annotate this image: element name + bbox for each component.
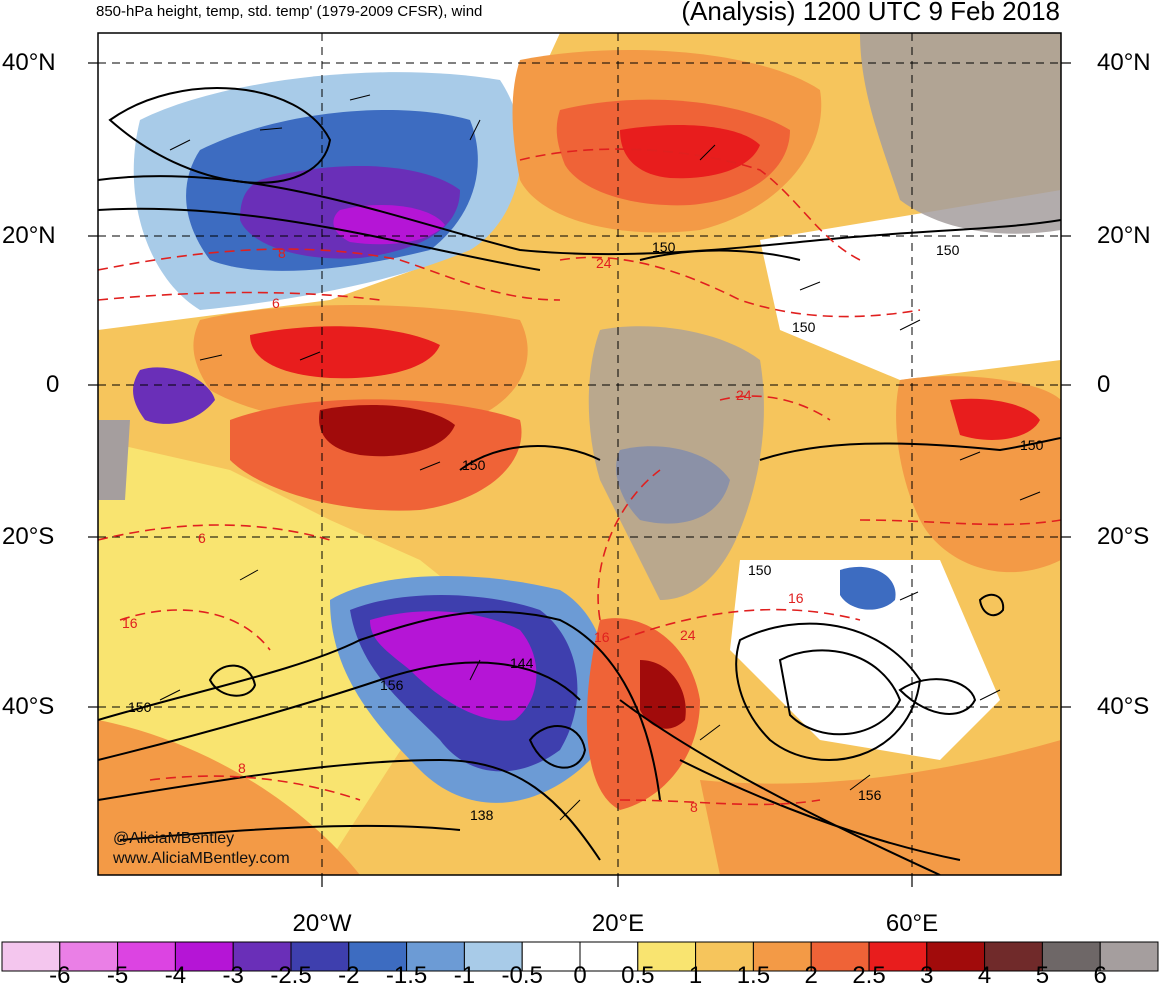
colorbar-label: -1 bbox=[453, 962, 476, 989]
colorbar-label: 0 bbox=[573, 962, 587, 989]
height-label: 156 bbox=[380, 677, 404, 693]
credit-website: www.AliciaMBentley.com bbox=[113, 850, 290, 867]
tropical-atlantic-warm-north-core bbox=[250, 326, 440, 379]
colorbar-swatch bbox=[810, 941, 870, 972]
colorbar-swatch bbox=[117, 941, 176, 972]
africa-land bbox=[588, 326, 764, 600]
lat-label-right: 40°N bbox=[1097, 49, 1151, 76]
southwest-indian-cold bbox=[840, 566, 896, 610]
colorbar-swatch bbox=[984, 941, 1043, 972]
colorbar-label: 1 bbox=[688, 962, 703, 989]
south-africa-warm-core bbox=[640, 660, 686, 729]
colorbar-swatch bbox=[174, 941, 234, 972]
southeast-warm bbox=[700, 740, 1061, 875]
height-label: 138 bbox=[470, 807, 494, 823]
arabian-sea-neutral bbox=[760, 190, 1061, 380]
temp-label: 8 bbox=[278, 245, 286, 261]
height-label: 156 bbox=[858, 787, 882, 803]
colorbar-label: 2 bbox=[804, 962, 818, 989]
graticule bbox=[98, 33, 1061, 875]
colorbar-label: 1.5 bbox=[736, 962, 771, 989]
height-contours bbox=[98, 87, 1061, 875]
lat-label-left: 0 bbox=[46, 371, 60, 398]
colorbar-label: -6 bbox=[49, 962, 71, 989]
temp-label: 8 bbox=[690, 799, 698, 815]
colorbar bbox=[1, 941, 1159, 972]
south-atlantic-cold-core bbox=[370, 611, 537, 721]
lon-label: 60°E bbox=[885, 910, 939, 937]
lat-label-right: 20°N bbox=[1097, 222, 1151, 249]
temp-label: 24 bbox=[596, 255, 612, 271]
lat-label-right: 40°S bbox=[1097, 693, 1150, 720]
colorbar-label: 2.5 bbox=[852, 962, 886, 989]
valid-time-title: (Analysis) 1200 UTC 9 Feb 2018 bbox=[681, 0, 1060, 26]
temp-label: 16 bbox=[122, 615, 138, 631]
colorbar-label: -3 bbox=[222, 962, 244, 989]
colorbar-label: -1.5 bbox=[385, 962, 428, 989]
colorbar-swatch bbox=[1, 941, 61, 972]
asia-land bbox=[860, 33, 1061, 234]
colorbar-label: -5 bbox=[106, 962, 129, 989]
height-label: 144 bbox=[510, 655, 534, 671]
product-title: 850-hPa height, temp, std. temp' (1979-2… bbox=[96, 3, 483, 20]
colorbar-label: -0.5 bbox=[501, 962, 543, 989]
height-label: 150 bbox=[1020, 437, 1044, 453]
temp-label: 16 bbox=[788, 590, 804, 606]
colorbar-label: -4 bbox=[164, 962, 187, 989]
lon-label: 20°W bbox=[292, 910, 352, 937]
tropical-atlantic-warm-south-core bbox=[319, 405, 455, 457]
map-frame bbox=[97, 32, 1062, 876]
south-america-land bbox=[98, 420, 130, 500]
height-label: 150 bbox=[936, 242, 960, 258]
colorbar-swatch bbox=[1041, 941, 1101, 972]
indian-ocean-warm-core bbox=[950, 398, 1040, 440]
colorbar-label: 0.5 bbox=[621, 962, 655, 989]
colorbar-swatch bbox=[695, 941, 754, 972]
temp-label: 8 bbox=[238, 760, 246, 776]
lat-label-right: 20°S bbox=[1097, 523, 1150, 550]
colorbar-swatch bbox=[868, 941, 928, 972]
colorbar-label: 3 bbox=[920, 962, 934, 989]
lat-label-left: 40°N bbox=[2, 49, 56, 76]
map-field: 150 150 150 150 150 150 156 144 138 150 … bbox=[98, 33, 1061, 875]
temp-label: 24 bbox=[680, 627, 696, 643]
colorbar-label: -2 bbox=[338, 962, 360, 989]
colorbar-swatch bbox=[579, 941, 639, 972]
height-label: 150 bbox=[128, 699, 152, 715]
height-label: 150 bbox=[462, 457, 486, 473]
equatorial-atlantic-cold bbox=[133, 367, 215, 424]
lat-label-right: 0 bbox=[1097, 371, 1111, 398]
lat-label-left: 40°S bbox=[2, 693, 55, 720]
colorbar-swatch bbox=[290, 941, 350, 972]
temp-label: 16 bbox=[594, 629, 610, 645]
wind-barbs bbox=[159, 94, 1041, 821]
lat-label-left: 20°S bbox=[2, 523, 55, 550]
height-label: 150 bbox=[748, 562, 772, 578]
colorbar-swatch bbox=[1099, 941, 1159, 972]
colorbar-swatch bbox=[926, 941, 986, 972]
colorbar-swatch bbox=[521, 941, 581, 972]
temperature-contours bbox=[98, 148, 1061, 806]
colorbar-swatch bbox=[232, 941, 292, 972]
colorbar-label: 5 bbox=[1035, 962, 1050, 989]
colorbar-label: 6 bbox=[1093, 962, 1107, 989]
mideast-warm-core bbox=[620, 125, 760, 179]
colorbar-label: -2.5 bbox=[270, 962, 312, 989]
colorbar-swatch bbox=[463, 941, 523, 972]
lat-label-left: 20°N bbox=[2, 222, 56, 249]
map-ticks bbox=[88, 62, 1071, 887]
colorbar-label: 4 bbox=[977, 962, 992, 989]
temp-label: 6 bbox=[198, 530, 206, 546]
height-label: 150 bbox=[792, 319, 816, 335]
temp-label: 24 bbox=[736, 387, 752, 403]
lon-label: 20°E bbox=[591, 910, 645, 937]
temp-label: 6 bbox=[272, 295, 280, 311]
credit-twitter: @AliciaMBentley bbox=[113, 830, 235, 847]
height-label: 150 bbox=[652, 239, 676, 255]
